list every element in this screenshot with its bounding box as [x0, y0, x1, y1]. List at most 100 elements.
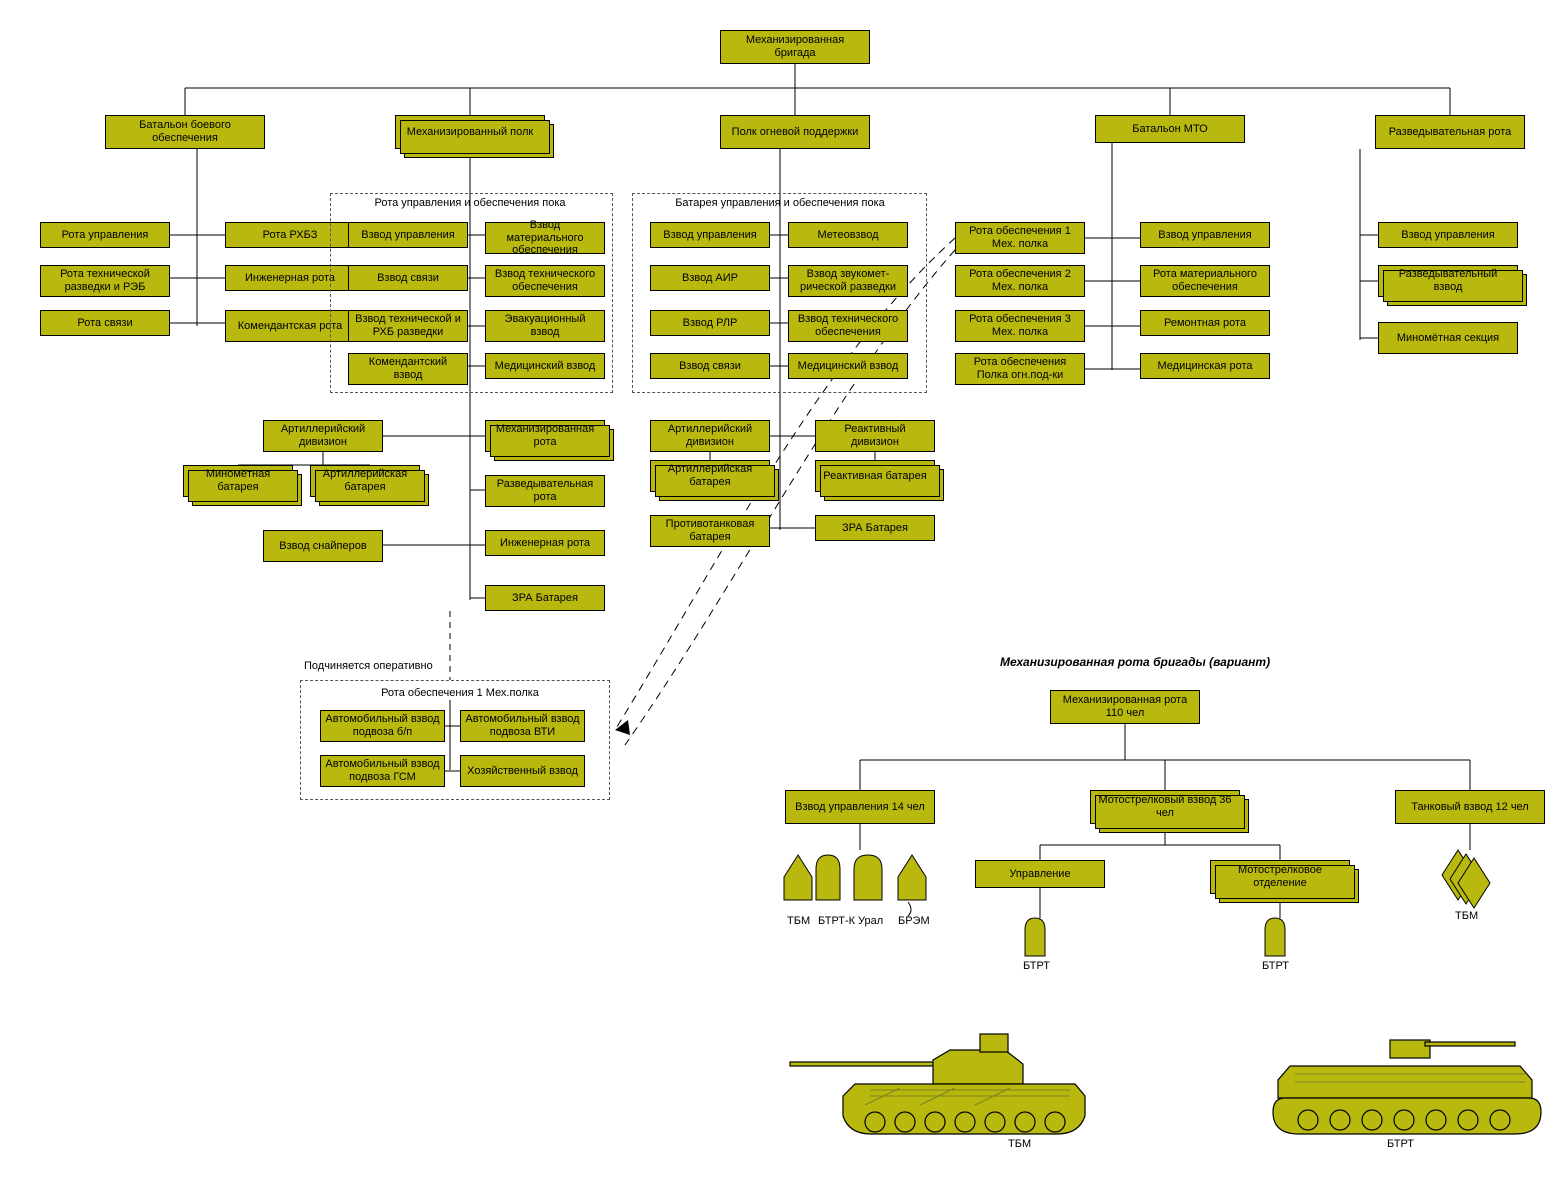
node: Реактивный дивизион — [815, 420, 935, 452]
node: Взвод связи — [650, 353, 770, 379]
node-label: Рота обеспечения 2 Мех. полка — [960, 268, 1080, 293]
node: Взвод связи — [348, 265, 468, 291]
node-label: Автомобильный взвод подвоза ВТИ — [465, 713, 580, 738]
node: Автомобильный взвод подвоза б/п — [320, 710, 445, 742]
text: Механизированная рота бригады (вариант) — [1000, 655, 1270, 669]
node-label: Медицинский взвод — [798, 360, 899, 373]
node-label: Разведывательная рота — [490, 478, 600, 503]
node: Рота обеспечения 1 Мех. полка — [955, 222, 1085, 254]
connector-lines — [0, 0, 1562, 1182]
node-label: Взвод управления 14 чел — [795, 801, 925, 814]
node: Миномётная секция — [1378, 322, 1518, 354]
node-label: Взвод связи — [679, 360, 741, 373]
eq-label: БТРТ — [1262, 960, 1289, 972]
node: Артиллерийская батарея — [310, 465, 420, 497]
node-label: Батальон боевого обеспечения — [110, 119, 260, 144]
node-pop: Полк огневой поддержки — [720, 115, 870, 149]
eq-label: БРЭМ — [898, 915, 930, 927]
node: Медицинская рота — [1140, 353, 1270, 379]
node: ЗРА Батарея — [485, 585, 605, 611]
node: Эвакуационный взвод — [485, 310, 605, 342]
node: ЗРА Батарея — [815, 515, 935, 541]
node: Взвод АИР — [650, 265, 770, 291]
node-label: Реактивный дивизион — [820, 423, 930, 448]
node: Взвод управления — [348, 222, 468, 248]
node-label: Разведывательный взвод — [1383, 268, 1513, 293]
eq-label: ТБМ — [787, 915, 810, 927]
node: Взвод материального обеспечения — [485, 222, 605, 254]
node-label: Взвод РЛР — [683, 317, 738, 330]
node-label: Управление — [1009, 868, 1070, 881]
node: Взвод звукомет- рической разведки — [788, 265, 908, 297]
node-label: Взвод управления — [1401, 229, 1494, 242]
node-label: Противотанковая батарея — [655, 518, 765, 543]
node-label: Рота обеспечения Полка огн.под-ки — [960, 356, 1080, 381]
node: Метеовзвод — [788, 222, 908, 248]
text: БТРТ-К — [818, 915, 855, 927]
node: Разведывательная рота — [485, 475, 605, 507]
node: Мотострелковый взвод 36 чел — [1090, 790, 1240, 824]
node-label: Разведывательная рота — [1389, 126, 1512, 139]
node: Реактивная батарея — [815, 460, 935, 492]
node: Миномётная батарея — [183, 465, 293, 497]
node-label: Взвод связи — [377, 272, 439, 285]
node: Танковый взвод 12 чел — [1395, 790, 1545, 824]
node-label: Миномётная секция — [1397, 332, 1499, 345]
node-label: Взвод технического обеспечения — [490, 268, 600, 293]
node-label: Механизированный полк — [407, 126, 533, 139]
node-label: Артиллерийский дивизион — [268, 423, 378, 448]
node: Артиллерийский дивизион — [650, 420, 770, 452]
node-label: Артиллерийская батарея — [315, 468, 415, 493]
text: Рота управления и обеспечения пока — [374, 197, 565, 209]
tank-tbm-icon — [780, 1010, 1090, 1140]
node-label: Инженерная рота — [500, 537, 590, 550]
node: Рота технической разведки и РЭБ — [40, 265, 170, 297]
node-label: Взвод снайперов — [279, 540, 366, 553]
node-label: Рота РХБЗ — [263, 229, 318, 242]
node-label: Взвод звукомет- рической разведки — [793, 268, 903, 293]
node-label: ЗРА Батарея — [512, 592, 578, 605]
node-label: Инженерная рота — [245, 272, 335, 285]
node-label: Механизированная рота — [490, 423, 600, 448]
tank-label: БТРТ — [1387, 1138, 1414, 1150]
text: Подчиняется оперативно — [304, 660, 433, 672]
node-label: Взвод управления — [1158, 229, 1251, 242]
frame-title: Рота управления и обеспечения пока — [360, 197, 580, 209]
node-label: ЗРА Батарея — [842, 522, 908, 535]
node-label: Ремонтная рота — [1164, 317, 1246, 330]
node-label: Полк огневой поддержки — [732, 126, 859, 139]
text: ТБМ — [787, 915, 810, 927]
node: Рота связи — [40, 310, 170, 336]
detail-title: Механизированная рота бригады (вариант) — [1000, 655, 1270, 669]
node: Взвод управления — [1378, 222, 1518, 248]
eq-label: БТРТ-К — [818, 915, 855, 927]
frame-title: Батарея управления и обеспечения пока — [660, 197, 900, 209]
node: Разведывательный взвод — [1378, 265, 1518, 297]
node: Взвод РЛР — [650, 310, 770, 336]
node-label: Рота обеспечения 1 Мех. полка — [960, 225, 1080, 250]
node: Рота обеспечения 3 Мех. полка — [955, 310, 1085, 342]
node-label: Механизированная рота 110 чел — [1055, 694, 1195, 719]
node: Взвод технической и РХБ разведки — [348, 310, 468, 342]
node-label: Механизированная бригада — [725, 34, 865, 59]
node-bbo: Батальон боевого обеспечения — [105, 115, 265, 149]
node-label: Эвакуационный взвод — [490, 313, 600, 338]
text: БТРТ — [1262, 960, 1289, 972]
node: Взвод технического обеспечения — [485, 265, 605, 297]
node-label: Мотострелковое отделение — [1215, 864, 1345, 889]
text: ТБМ — [1455, 910, 1478, 922]
node-label: Мотострелковый взвод 36 чел — [1095, 794, 1235, 819]
node: Механизированная рота — [485, 420, 605, 452]
node: Рота обеспечения Полка огн.под-ки — [955, 353, 1085, 385]
text: БТРТ — [1023, 960, 1050, 972]
node: Рота управления — [40, 222, 170, 248]
node: Мотострелковое отделение — [1210, 860, 1350, 894]
node-label: Рота материального обеспечения — [1145, 268, 1265, 293]
node-label: Артиллерийская батарея — [655, 463, 765, 488]
node-label: Танковый взвод 12 чел — [1411, 801, 1528, 814]
operativno-label: Подчиняется оперативно — [304, 660, 433, 672]
text: Батарея управления и обеспечения пока — [675, 197, 885, 209]
node-root: Механизированная бригада — [720, 30, 870, 64]
node-label: Хозяйственный взвод — [467, 765, 578, 778]
node: Взвод управления 14 чел — [785, 790, 935, 824]
